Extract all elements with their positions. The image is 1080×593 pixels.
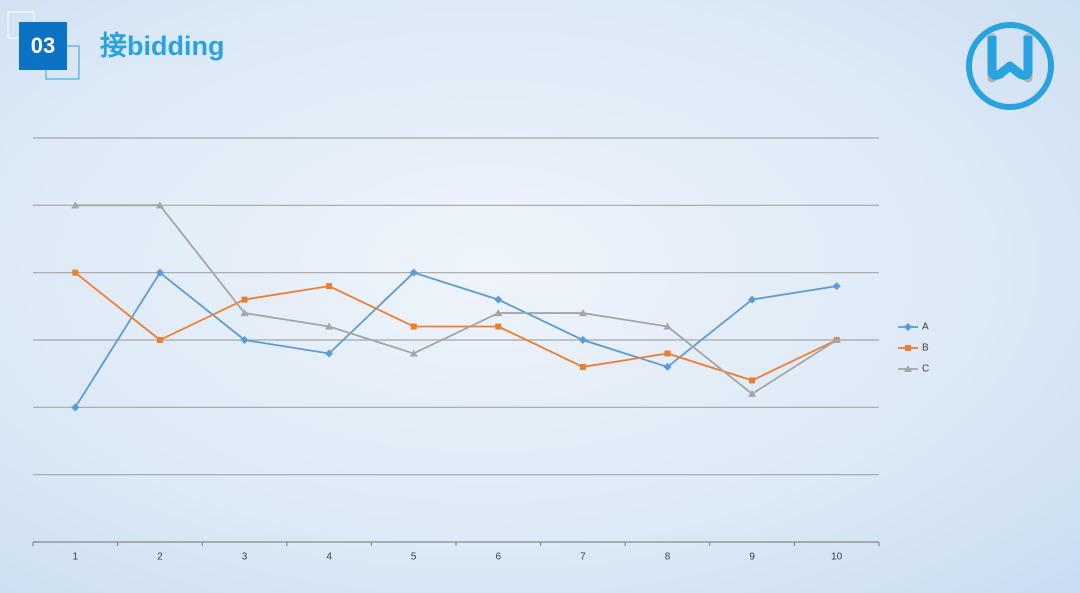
marker bbox=[240, 336, 249, 344]
x-tick-label: 9 bbox=[749, 552, 755, 563]
marker bbox=[494, 309, 503, 317]
marker bbox=[832, 282, 841, 291]
marker bbox=[904, 323, 912, 331]
marker bbox=[409, 349, 418, 357]
x-tick-label: 8 bbox=[665, 552, 671, 563]
marker bbox=[240, 309, 249, 317]
legend-label: C bbox=[922, 364, 929, 375]
slide-title: 接bidding bbox=[100, 31, 224, 61]
marker bbox=[905, 345, 911, 351]
marker bbox=[749, 377, 756, 384]
marker bbox=[663, 362, 672, 371]
legend-label: B bbox=[922, 343, 929, 354]
marker bbox=[409, 268, 418, 277]
logo bbox=[966, 22, 1054, 110]
x-tick-label: 3 bbox=[242, 552, 248, 563]
marker bbox=[578, 336, 587, 344]
slide-number: 03 bbox=[31, 33, 55, 58]
x-tick-label: 6 bbox=[496, 552, 502, 563]
marker bbox=[71, 201, 80, 209]
marker bbox=[494, 295, 503, 304]
x-tick-label: 5 bbox=[411, 552, 417, 563]
marker bbox=[410, 323, 417, 330]
x-tick-label: 1 bbox=[73, 552, 79, 563]
marker bbox=[664, 350, 671, 357]
series-line bbox=[74, 271, 837, 408]
series-line bbox=[75, 204, 838, 395]
legend-label: A bbox=[922, 322, 929, 333]
x-tick-label: 2 bbox=[157, 552, 163, 563]
marker bbox=[904, 365, 912, 372]
series-line bbox=[74, 271, 838, 382]
marker bbox=[748, 295, 757, 304]
number-badge bbox=[19, 22, 67, 70]
x-tick-label: 7 bbox=[580, 552, 586, 563]
marker bbox=[241, 296, 248, 303]
marker bbox=[832, 336, 841, 343]
x-tick-label: 10 bbox=[831, 552, 843, 563]
marker bbox=[155, 268, 164, 277]
marker bbox=[71, 403, 80, 412]
marker bbox=[72, 269, 79, 276]
marker bbox=[325, 349, 334, 358]
marker bbox=[578, 309, 587, 317]
marker bbox=[156, 337, 163, 343]
marker bbox=[155, 201, 164, 209]
x-tick-label: 4 bbox=[326, 552, 332, 563]
marker bbox=[663, 322, 672, 330]
marker bbox=[748, 389, 757, 397]
marker bbox=[495, 323, 502, 330]
marker bbox=[579, 363, 586, 370]
marker bbox=[325, 322, 334, 330]
marker bbox=[326, 283, 333, 290]
